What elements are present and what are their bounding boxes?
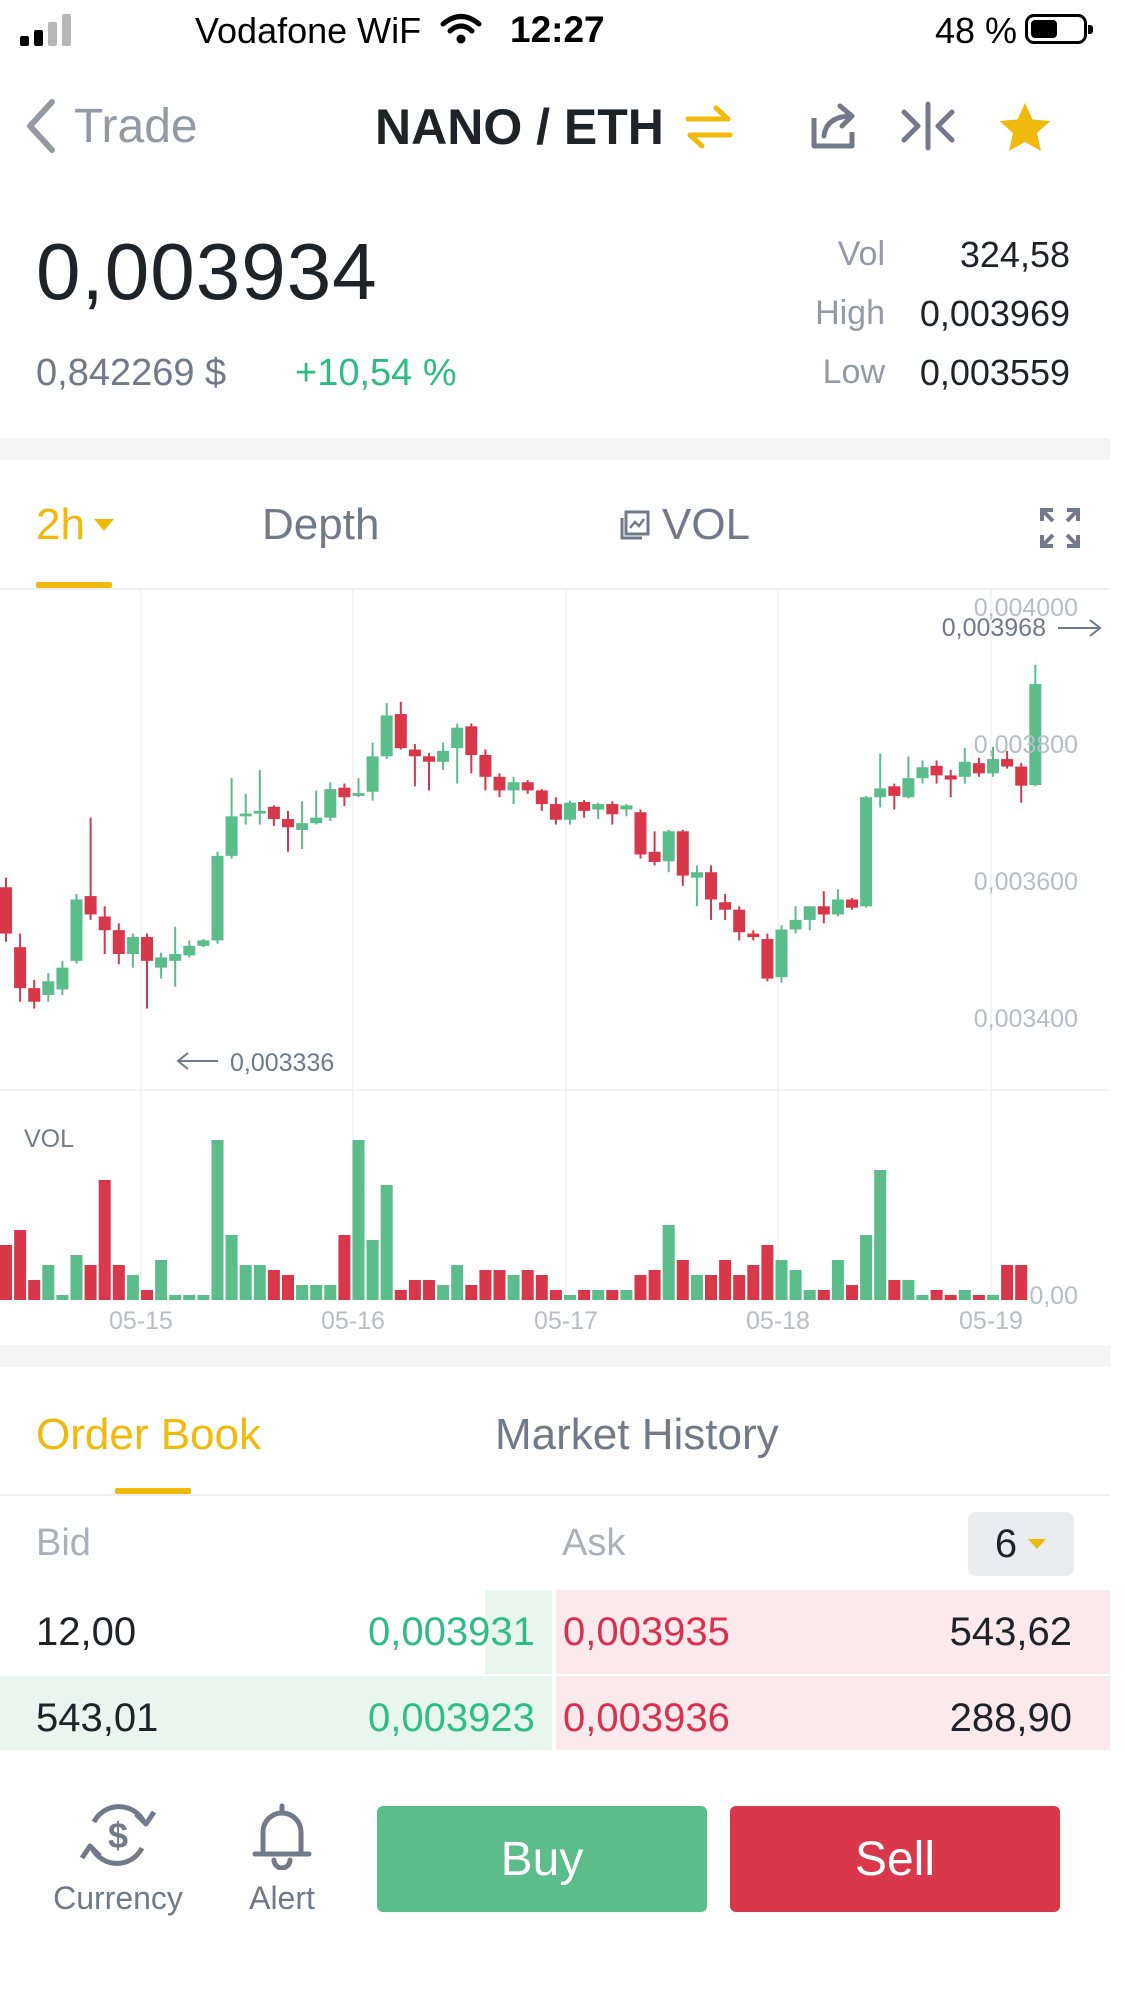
sell-button[interactable]: Sell: [730, 1806, 1060, 1912]
svg-text:$: $: [108, 1815, 128, 1856]
indicator-icon: [620, 510, 650, 540]
wifi-icon: [440, 12, 482, 55]
chart-grid: [0, 590, 1110, 1300]
alert-label: Alert: [249, 1880, 315, 1916]
ask-qty: 288,90: [949, 1696, 1072, 1740]
min-marker-label: 0,003336: [230, 1049, 334, 1077]
bell-icon: [252, 1803, 312, 1870]
tab-order-book[interactable]: Order Book: [36, 1410, 261, 1459]
carrier-name: Vodafone WiF: [195, 10, 422, 51]
compare-icon[interactable]: [900, 100, 956, 152]
price-tick: 0,003800: [974, 731, 1078, 759]
date-tick: 05-15: [109, 1307, 173, 1335]
ask-header: Ask: [562, 1522, 626, 1564]
bid-qty: 543,01: [36, 1696, 159, 1740]
min-marker: 0,003336: [176, 1049, 334, 1077]
tab-vol[interactable]: VOL: [620, 500, 750, 550]
star-icon[interactable]: [996, 100, 1054, 156]
date-tick: 05-16: [321, 1307, 385, 1335]
divider: [0, 1494, 1110, 1496]
divider: [0, 1345, 1110, 1367]
fiat-price: 0,842269 $: [36, 352, 227, 394]
precision-value: 6: [994, 1521, 1018, 1566]
swap-icon[interactable]: [684, 102, 734, 152]
order-row[interactable]: 543,01 0,003923 0,003936 288,90: [0, 1676, 1110, 1760]
buy-button[interactable]: Buy: [377, 1806, 707, 1912]
pair-selector[interactable]: NANO / ETH: [375, 98, 734, 156]
price-tick: 0,003400: [974, 1005, 1078, 1033]
clock: 12:27: [510, 9, 605, 50]
volume-bars: [0, 1140, 1028, 1300]
currency-label: Currency: [53, 1880, 183, 1916]
fullscreen-icon[interactable]: [1040, 508, 1080, 548]
share-icon[interactable]: [808, 100, 860, 152]
date-tick: 05-17: [534, 1307, 598, 1335]
pair-title: NANO / ETH: [375, 99, 664, 155]
vol-label: VOL: [24, 1125, 74, 1153]
last-price: 0,003934: [36, 227, 378, 316]
precision-dropdown[interactable]: 6: [968, 1512, 1074, 1576]
ask-price: 0,003936: [563, 1696, 730, 1740]
price-tick: 0,004000: [974, 594, 1078, 622]
low-value: 0,003559: [919, 352, 1070, 393]
high-value: 0,003969: [919, 293, 1070, 334]
max-marker: 0,003968: [942, 614, 1102, 642]
header: Trade NANO / ETH: [0, 80, 1125, 170]
price-tick: 0,003600: [974, 868, 1078, 896]
divider: [0, 588, 1110, 590]
tab-depth[interactable]: Depth: [262, 500, 380, 549]
candles: [0, 664, 1042, 1009]
back-button[interactable]: Trade: [22, 98, 198, 154]
bid-price: 0,003931: [368, 1610, 535, 1654]
battery-icon: [1025, 14, 1093, 44]
interval-label: 2h: [36, 500, 85, 549]
tab-interval[interactable]: 2h: [36, 500, 115, 550]
date-tick: 05-18: [746, 1307, 810, 1335]
currency-icon: $: [79, 1804, 157, 1866]
price-change: +10,54 %: [295, 352, 457, 394]
signal-icon: [20, 12, 71, 46]
currency-button[interactable]: $ Currency: [48, 1800, 188, 1917]
caret-down-icon: [93, 519, 114, 531]
battery-percent: 48 %: [935, 10, 1018, 51]
bid-header: Bid: [36, 1522, 91, 1564]
status-bar: Vodafone WiF 12:27 48 %: [0, 0, 1125, 62]
back-label: Trade: [74, 99, 198, 153]
vol-value: 324,58: [959, 234, 1070, 275]
tab-market-history[interactable]: Market History: [495, 1410, 779, 1459]
chevron-left-icon: [27, 99, 55, 153]
order-row[interactable]: 12,00 0,003931 0,003935 543,62: [0, 1590, 1110, 1674]
max-marker-label: 0,003968: [942, 614, 1046, 642]
divider: [0, 438, 1110, 460]
alert-button[interactable]: Alert: [232, 1800, 332, 1917]
vol-tab-label: VOL: [662, 500, 751, 549]
tab-underline: [36, 582, 112, 588]
high-label: High: [815, 294, 885, 332]
low-label: Low: [822, 353, 885, 391]
ask-qty: 543,62: [949, 1610, 1072, 1654]
candlestick-chart[interactable]: 0,004000 0,003800 0,003600 0,003400 0,00…: [0, 590, 1110, 1345]
caret-down-icon: [1028, 1539, 1047, 1549]
bid-price: 0,003923: [368, 1696, 535, 1740]
vol-axis-label: 0,00: [1029, 1282, 1078, 1310]
vol-label: Vol: [837, 235, 885, 273]
tab-underline: [115, 1488, 191, 1494]
bid-qty: 12,00: [36, 1610, 137, 1654]
date-tick: 05-19: [959, 1307, 1023, 1335]
ask-price: 0,003935: [563, 1610, 730, 1654]
